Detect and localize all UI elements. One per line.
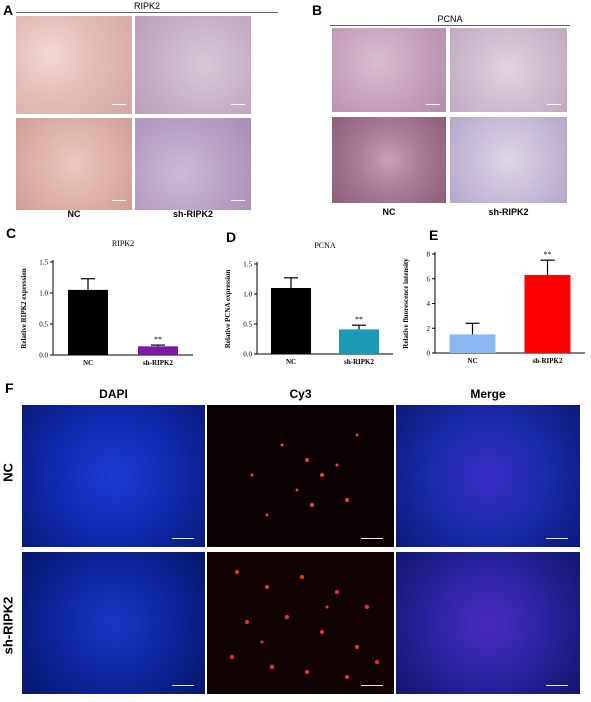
if-image-dapi-nc: [22, 405, 205, 547]
x-tick-label: NC: [286, 358, 296, 366]
row-label-sh-ripk2: sh-RIPK2: [0, 596, 16, 655]
significance-mark: **: [154, 335, 162, 344]
row-label-nc: NC: [0, 463, 16, 482]
x-tick-label: sh-RIPK2: [344, 358, 374, 366]
scale-bar: [547, 104, 561, 105]
x-tick-label: NC: [83, 359, 93, 367]
bar-nc: [271, 288, 311, 354]
y-tick-label: 0.5: [243, 321, 252, 329]
y-axis-label: Relative fluorescence intensity: [402, 258, 410, 349]
panel-b-group-sh: sh-RIPK2: [488, 207, 529, 217]
significance-mark: **: [355, 315, 363, 324]
cy3-signal-dots: [250, 433, 359, 517]
chart-title: PCNA: [314, 241, 336, 250]
y-tick-label: 1.5: [243, 261, 252, 269]
significance-mark: **: [544, 250, 552, 259]
bar-sh-ripk2: [339, 329, 379, 354]
ihc-image-ripk2-sh-high: [135, 118, 251, 210]
ihc-image-pcna-nc-low: [332, 28, 446, 112]
scale-bar: [112, 200, 126, 201]
y-tick-label: 1.0: [243, 291, 252, 299]
panel-b-title-rule: [330, 25, 570, 26]
if-image-cy3-nc: [207, 405, 394, 547]
x-tick-label: sh-RIPK2: [533, 357, 563, 365]
ihc-image-pcna-sh-low: [450, 28, 567, 112]
ihc-image-pcna-nc-high: [332, 117, 446, 203]
if-image-merge-sh: [396, 552, 580, 694]
panel-a-group-nc: NC: [67, 209, 81, 219]
y-tick-label: 0.0: [39, 352, 48, 360]
column-header-dapi: DAPI: [99, 387, 128, 401]
panel-letter-b: B: [312, 2, 323, 18]
panel-a-title: RIPK2: [133, 1, 160, 11]
column-header-cy3: Cy3: [289, 387, 312, 401]
scale-bar: [231, 104, 245, 105]
scale-bar: [172, 538, 194, 539]
y-tick-label: 0.0: [243, 351, 252, 359]
bar-chart-pcna: PCNA 0.0 0.5 1.0 1.5 Relative PCNA expression…: [224, 241, 393, 366]
scale-bar: [361, 538, 383, 539]
if-image-merge-nc: [396, 405, 580, 547]
y-tick-label: 1.5: [39, 259, 48, 267]
ihc-image-ripk2-nc-high: [16, 118, 132, 210]
if-image-dapi-sh: [22, 552, 205, 694]
y-tick-label: 6: [427, 275, 431, 283]
ihc-image-pcna-sh-high: [450, 117, 567, 203]
scale-bar: [361, 685, 383, 686]
panel-letter-a: A: [3, 2, 14, 18]
y-tick-label: 4: [427, 300, 431, 308]
scale-bar: [546, 538, 568, 539]
y-tick-label: 0: [427, 350, 431, 358]
bar-sh-ripk2: [524, 275, 571, 353]
scale-bar: [546, 685, 568, 686]
bar-nc: [449, 334, 496, 353]
panel-b-group-nc: NC: [382, 207, 396, 217]
panel-a-title-rule: [16, 12, 278, 13]
panel-a-group-sh: sh-RIPK2: [172, 209, 213, 219]
cy3-signal-dots: [230, 570, 379, 679]
bar-chart-ripk2: RIPK2 0.0 0.5 1.0 1.5 Relative RIPK2 expressi…: [20, 239, 193, 367]
chart-title: RIPK2: [112, 239, 134, 248]
x-tick-label: NC: [467, 357, 477, 365]
scale-bar: [426, 104, 440, 105]
scale-bar: [112, 104, 126, 105]
panel-letter-d: D: [226, 229, 237, 245]
bar-nc: [68, 289, 108, 355]
y-tick-label: 2: [427, 325, 431, 333]
scale-bar: [172, 685, 194, 686]
panel-letter-f: F: [5, 380, 14, 396]
ihc-image-ripk2-nc-low: [16, 16, 132, 114]
x-tick-label: sh-RIPK2: [143, 359, 173, 367]
y-tick-label: 8: [427, 251, 431, 259]
y-tick-label: 0.5: [39, 321, 48, 329]
scale-bar: [231, 200, 245, 201]
bar-chart-fluorescence: 0 2 4 6 8 Relative fluorescence intensity NC **…: [402, 250, 585, 365]
ihc-image-ripk2-sh-low: [135, 16, 251, 114]
column-header-merge: Merge: [470, 387, 506, 401]
panel-b-title: PCNA: [437, 14, 463, 24]
bar-sh-ripk2: [138, 346, 178, 355]
panel-letter-c: C: [6, 225, 17, 241]
if-image-cy3-sh: [207, 552, 394, 694]
y-tick-label: 1.0: [39, 290, 48, 298]
y-axis-label: Relative PCNA expression: [224, 270, 232, 349]
y-axis-label: Relative RIPK2 expression: [20, 268, 28, 348]
panel-letter-e: E: [429, 227, 439, 243]
